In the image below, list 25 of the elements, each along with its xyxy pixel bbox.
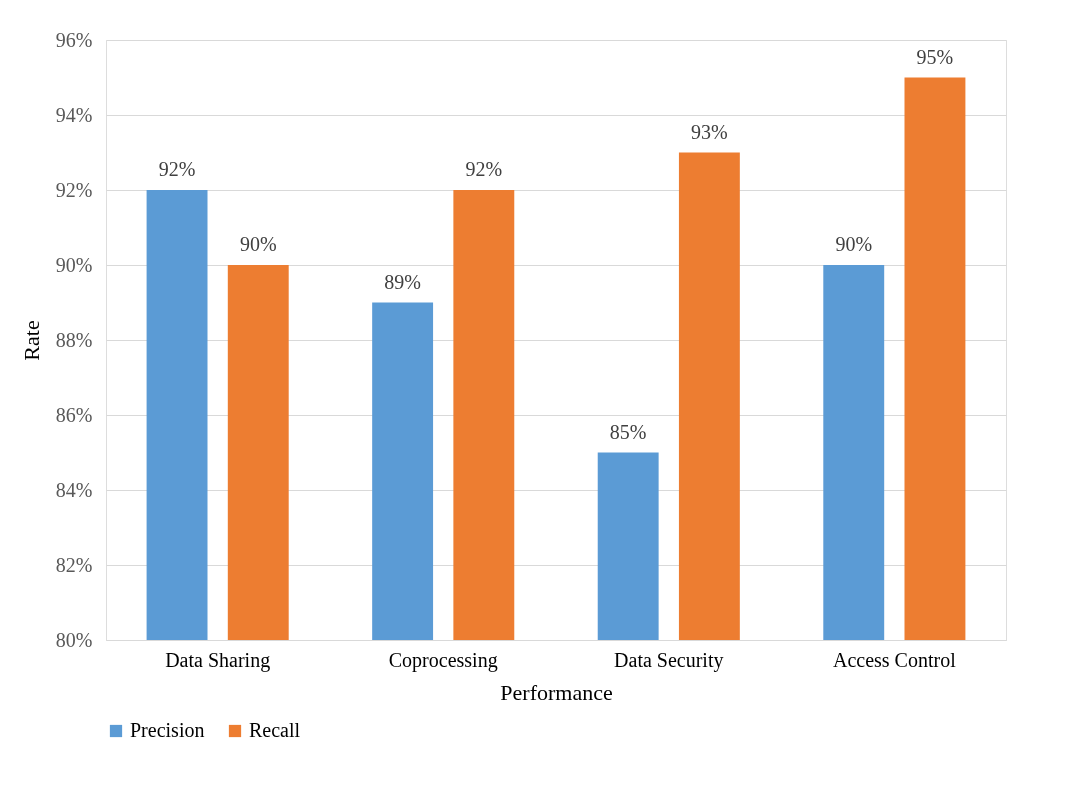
y-tick-label: 88% — [55, 328, 93, 351]
x-tick-label: Access Control — [832, 648, 957, 671]
data-label: 95% — [916, 45, 954, 68]
data-label: 92% — [158, 158, 196, 180]
y-axis-title: Rate — [18, 320, 44, 361]
y-tick-label: 96% — [55, 28, 93, 51]
data-label: 92% — [465, 158, 503, 180]
y-tick-label: 90% — [55, 253, 93, 276]
y-tick-label: 86% — [55, 403, 93, 426]
data-label: 93% — [691, 120, 728, 143]
x-axis-title: Performance — [500, 679, 613, 705]
data-label: 90% — [239, 233, 277, 255]
legend-label: Recall — [249, 719, 301, 741]
y-tick-label: 84% — [55, 478, 93, 501]
x-tick-label: Data Sharing — [165, 648, 271, 672]
y-tick-label: 82% — [55, 553, 93, 576]
data-label: 85% — [609, 420, 647, 443]
y-tick-label: 94% — [55, 103, 93, 126]
y-tick-label: 92% — [55, 178, 93, 201]
y-tick-label: 80% — [55, 628, 93, 651]
legend-label: Precision — [130, 719, 205, 741]
x-tick-label: Data Security — [614, 648, 724, 672]
data-label: 90% — [835, 233, 873, 255]
data-label: 89% — [384, 270, 421, 293]
x-tick-label: Coprocessing — [388, 648, 498, 672]
